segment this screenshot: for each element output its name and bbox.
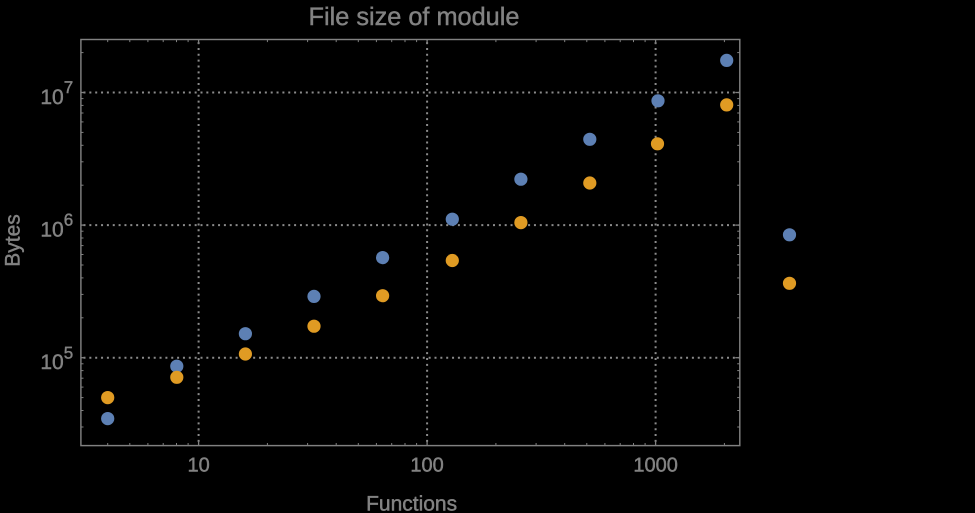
svg-text:Bytes: Bytes bbox=[2, 214, 25, 267]
svg-text:1000: 1000 bbox=[633, 455, 678, 477]
svg-text:10: 10 bbox=[187, 455, 209, 477]
svg-text:File size of module: File size of module bbox=[309, 3, 520, 31]
svg-text:Functions: Functions bbox=[366, 493, 457, 513]
svg-text:100: 100 bbox=[410, 455, 443, 477]
